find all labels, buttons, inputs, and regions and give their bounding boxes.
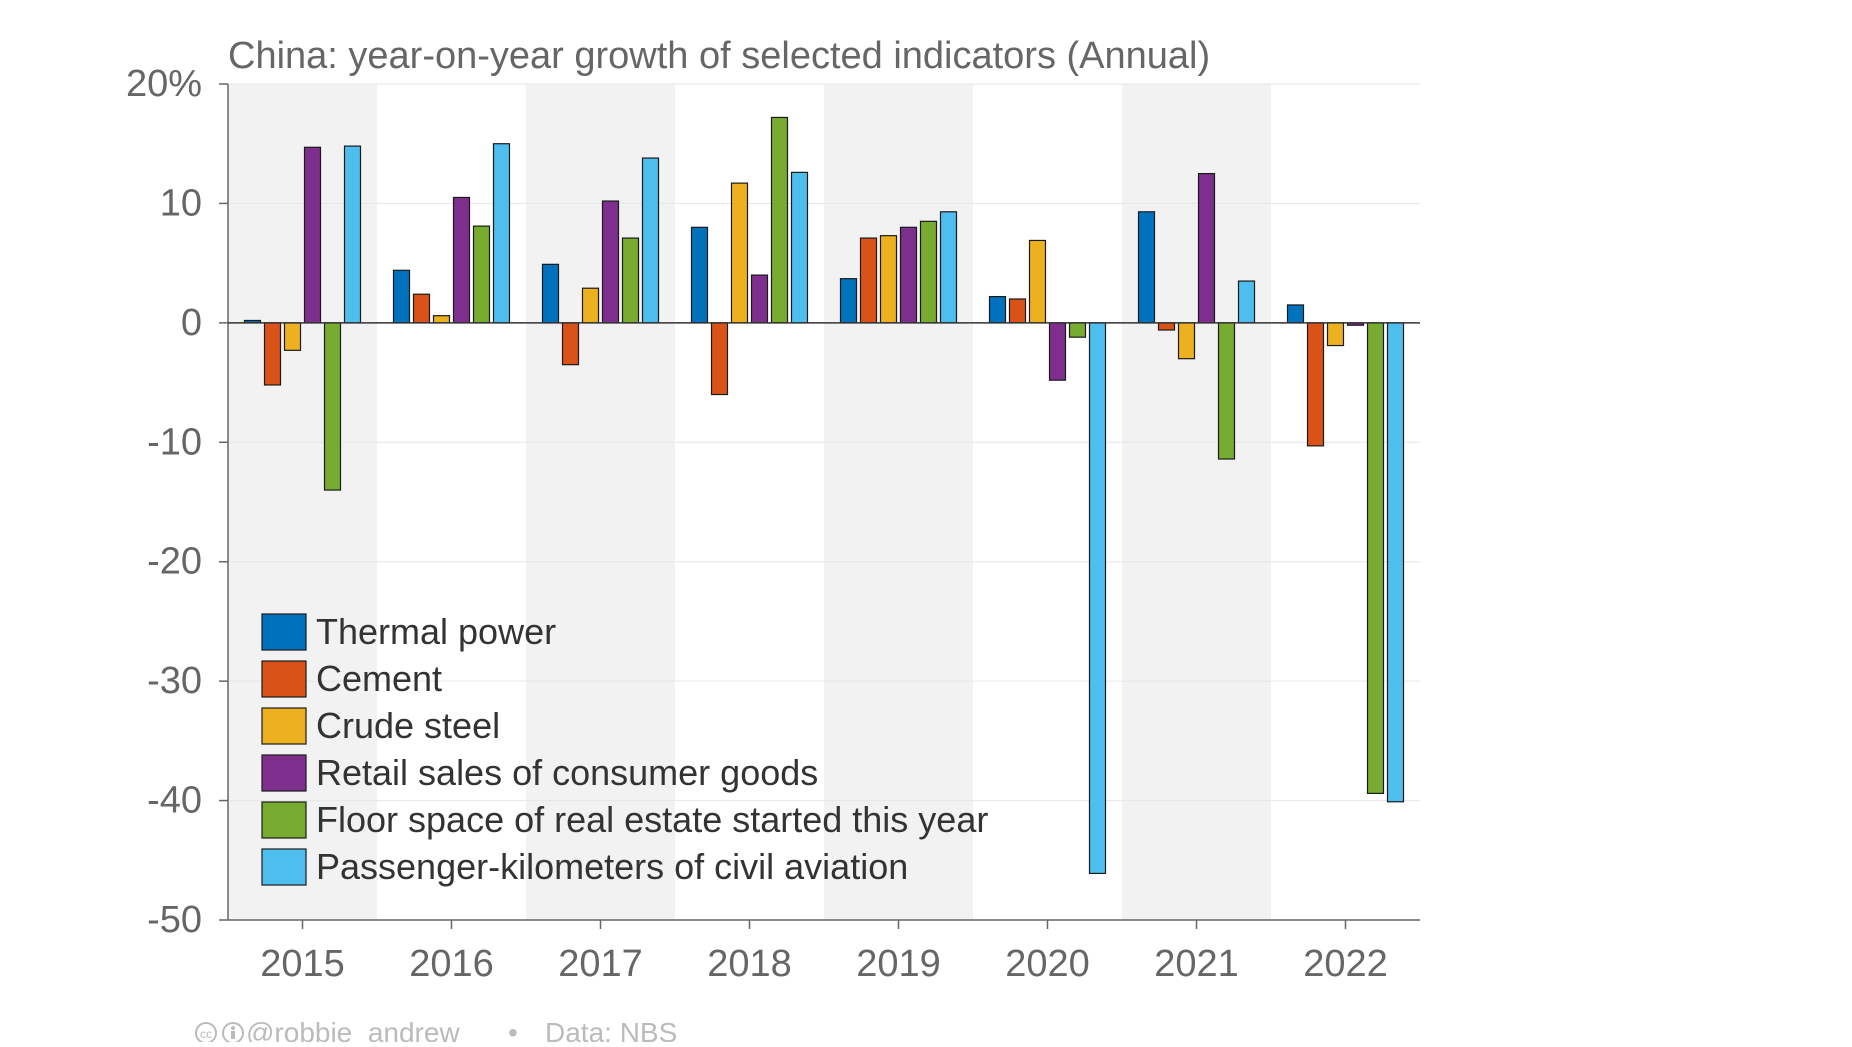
ytick-label-0: 0 (181, 302, 202, 344)
axes (227, 84, 1420, 921)
chart-title: China: year-on-year growth of selected i… (228, 35, 1210, 77)
bar-2020-cement (1008, 298, 1027, 324)
bar-2018-thermal-power (690, 226, 709, 324)
legend-label: Retail sales of consumer goods (316, 752, 818, 793)
bar-2019-cement (859, 237, 878, 324)
shade-column-2019 (824, 84, 973, 920)
bar-2021-cement (1157, 322, 1176, 331)
shade-column-2021 (1122, 84, 1271, 920)
bar-2020-thermal-power (988, 295, 1007, 324)
legend-label: Cement (316, 658, 442, 699)
bar-2018-cement (710, 322, 729, 396)
bar-2021-thermal-power (1137, 211, 1156, 324)
legend-item-crude-steel: Crude steel (261, 705, 500, 746)
bar-2017-passenger-kilometers-of-civil-aviation (641, 157, 660, 324)
xtick-label-2016: 2016 (409, 943, 494, 985)
bar-2022-crude-steel (1326, 322, 1345, 347)
legend-swatch (261, 801, 307, 839)
footer-author: @robbie_andrew (246, 1017, 460, 1042)
bar-2021-retail-sales-of-consumer-goods (1197, 172, 1216, 324)
bar-2015-floor-space-of-real-estate-started-this-year (323, 322, 342, 491)
xtick-label-2020: 2020 (1005, 943, 1090, 985)
bar-2016-cement (412, 293, 431, 324)
ytick-label--10: -10 (147, 421, 202, 463)
legend-item-cement: Cement (261, 658, 442, 699)
bar-2020-floor-space-of-real-estate-started-this-year (1068, 322, 1087, 338)
bar-2018-crude-steel (730, 182, 749, 324)
legend-swatch (261, 848, 307, 886)
footer: cc @robbie_andrew • Data: NBS (195, 1017, 677, 1047)
bar-2018-retail-sales-of-consumer-goods (750, 274, 769, 324)
legend-label: Crude steel (316, 705, 500, 746)
column-shading (228, 84, 1271, 920)
xtick-label-2018: 2018 (707, 943, 792, 985)
bar-2016-passenger-kilometers-of-civil-aviation (492, 143, 511, 324)
bar-2022-cement (1306, 322, 1325, 447)
ytick-label--20: -20 (147, 541, 202, 583)
cc-icon: cc (195, 1022, 217, 1044)
svg-text:cc: cc (200, 1027, 212, 1041)
bar-2020-crude-steel (1028, 239, 1047, 324)
legend-label: Floor space of real estate started this … (316, 799, 988, 840)
bar-2019-thermal-power (839, 278, 858, 324)
ytick-label--30: -30 (147, 660, 202, 702)
legend-item-floor-space-of-real-estate-started-this-year: Floor space of real estate started this … (261, 799, 988, 840)
bar-2015-cement (263, 322, 282, 386)
bar-2020-retail-sales-of-consumer-goods (1048, 322, 1067, 381)
bar-2022-passenger-kilometers-of-civil-aviation (1386, 322, 1405, 803)
xtick-label-2017: 2017 (558, 943, 643, 985)
bar-2021-crude-steel (1177, 322, 1196, 360)
legend-item-retail-sales-of-consumer-goods: Retail sales of consumer goods (261, 752, 818, 793)
bar-2018-passenger-kilometers-of-civil-aviation (790, 171, 809, 324)
bar-2016-floor-space-of-real-estate-started-this-year (472, 225, 491, 324)
legend-swatch (261, 707, 307, 745)
xtick-label-2015: 2015 (260, 943, 345, 985)
bar-2016-crude-steel (432, 315, 451, 324)
legend-item-thermal-power: Thermal power (261, 611, 556, 652)
bar-2017-cement (561, 322, 580, 366)
legend-item-passenger-kilometers-of-civil-aviation: Passenger-kilometers of civil aviation (261, 846, 908, 887)
bar-2019-crude-steel (879, 235, 898, 324)
bar-2017-retail-sales-of-consumer-goods (601, 200, 620, 324)
xtick-label-2019: 2019 (856, 943, 941, 985)
bar-2017-crude-steel (581, 287, 600, 324)
bar-2015-passenger-kilometers-of-civil-aviation (343, 145, 362, 324)
legend: Thermal power Cement Crude steel Retail sal… (261, 611, 988, 887)
footer-separator: • (508, 1017, 518, 1042)
xtick-label-2021: 2021 (1154, 943, 1239, 985)
legend-label: Passenger-kilometers of civil aviation (316, 846, 908, 887)
bar-2018-floor-space-of-real-estate-started-this-year (770, 116, 789, 324)
bar-2022-thermal-power (1286, 304, 1305, 324)
y-ticks: 20% 10 0 -10 -20 -30 -40 -50 (126, 63, 228, 941)
bar-2022-floor-space-of-real-estate-started-this-year (1366, 322, 1385, 795)
bar-2019-retail-sales-of-consumer-goods (899, 226, 918, 324)
legend-swatch (261, 660, 307, 698)
x-ticks: 2015 2016 2017 2018 2019 2020 2021 2022 (260, 920, 1388, 985)
bar-2019-floor-space-of-real-estate-started-this-year (919, 220, 938, 324)
legend-swatch (261, 613, 307, 651)
xtick-label-2022: 2022 (1303, 943, 1388, 985)
ytick-label-20: 20% (126, 63, 202, 105)
bar-2016-retail-sales-of-consumer-goods (452, 196, 471, 324)
bar-2016-thermal-power (392, 269, 411, 324)
bar-2015-retail-sales-of-consumer-goods (303, 146, 322, 324)
ytick-label--40: -40 (147, 780, 202, 822)
ytick-label-10: 10 (160, 182, 202, 224)
legend-swatch (261, 754, 307, 792)
ytick-label--50: -50 (147, 899, 202, 941)
bar-2020-passenger-kilometers-of-civil-aviation (1088, 322, 1107, 875)
bar-2017-floor-space-of-real-estate-started-this-year (621, 237, 640, 324)
bar-2021-passenger-kilometers-of-civil-aviation (1237, 280, 1256, 324)
legend-label: Thermal power (316, 611, 556, 652)
bar-2015-crude-steel (283, 322, 302, 351)
bar-2017-thermal-power (541, 263, 560, 324)
bar-2021-floor-space-of-real-estate-started-this-year (1217, 322, 1236, 460)
footer-source: Data: NBS (545, 1017, 677, 1042)
bar-2019-passenger-kilometers-of-civil-aviation (939, 211, 958, 324)
attribution-icon (222, 1022, 244, 1044)
